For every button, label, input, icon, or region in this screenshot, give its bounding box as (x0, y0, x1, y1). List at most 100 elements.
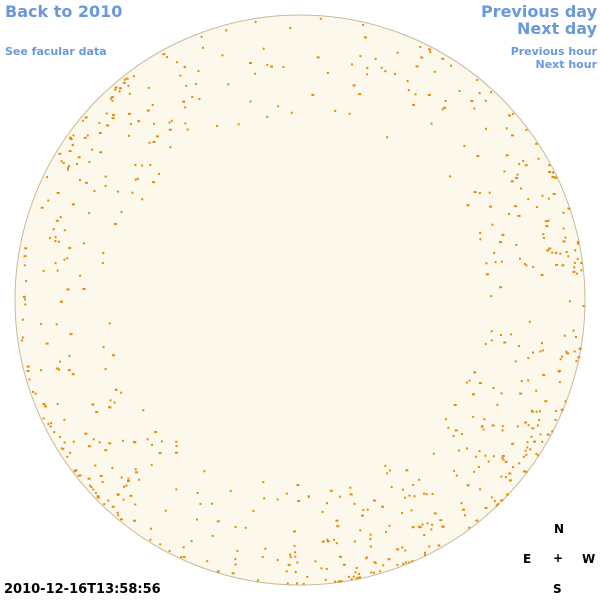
facula (179, 74, 182, 77)
facula (261, 556, 264, 558)
facula (262, 481, 265, 484)
facula (326, 502, 328, 505)
facula (567, 255, 570, 258)
facula (216, 570, 220, 573)
facula (500, 392, 503, 395)
facula (432, 452, 435, 455)
facula (125, 77, 129, 80)
facula (542, 233, 545, 236)
facula (216, 520, 220, 523)
facula (302, 582, 305, 585)
back-link[interactable]: Back to 2010 (5, 2, 123, 21)
facula (229, 489, 232, 492)
facula (428, 545, 431, 548)
facula (79, 179, 81, 181)
facula (539, 433, 542, 436)
facula (418, 478, 421, 481)
facula (294, 555, 297, 558)
facula (59, 436, 61, 438)
facula (535, 410, 538, 413)
facula (535, 142, 538, 145)
facula (487, 460, 490, 463)
facula (67, 166, 70, 169)
next-hour-link[interactable]: Next hour (535, 58, 598, 71)
facula (557, 370, 561, 372)
facula (547, 197, 550, 200)
facula (503, 170, 506, 173)
facula (316, 56, 320, 59)
facular-link[interactable]: See facular data (5, 45, 107, 58)
facula (353, 540, 356, 543)
facula (473, 107, 476, 110)
facula (69, 333, 73, 336)
facula (373, 571, 375, 574)
facula (236, 549, 239, 552)
facula (77, 156, 81, 159)
facula (424, 553, 427, 556)
previous-day-link[interactable]: Previous day (480, 2, 597, 21)
facula (113, 223, 117, 225)
facula (542, 373, 546, 376)
facula (524, 164, 528, 167)
facula (527, 424, 530, 427)
facula (490, 295, 493, 298)
facula (105, 112, 108, 115)
facula (526, 441, 529, 444)
facula (501, 455, 505, 457)
facula (396, 564, 399, 566)
facula (40, 369, 43, 372)
facula (433, 512, 437, 515)
facula (492, 455, 495, 458)
facula (249, 62, 252, 64)
facula (354, 571, 357, 574)
facula (87, 445, 91, 448)
facula (339, 580, 343, 583)
facula (87, 477, 91, 480)
facula (72, 440, 75, 443)
facula (75, 469, 78, 472)
facula (412, 103, 416, 106)
facula (42, 403, 46, 406)
facula (551, 430, 554, 433)
facula (210, 502, 213, 505)
facula (388, 524, 391, 527)
facula (203, 470, 206, 473)
facula (353, 502, 356, 505)
facula (134, 178, 137, 181)
facula (184, 122, 187, 125)
facula (166, 56, 168, 59)
facula (441, 108, 444, 111)
facula (123, 485, 126, 488)
facula (352, 575, 355, 578)
facula (202, 46, 204, 49)
facula (108, 406, 111, 408)
facula (369, 538, 372, 541)
facula (324, 578, 327, 581)
facula (122, 81, 126, 84)
facula (336, 525, 340, 528)
facula (125, 484, 128, 487)
facula (573, 266, 576, 269)
facula (117, 494, 120, 497)
facula (490, 496, 493, 499)
facula (42, 417, 45, 420)
facula (437, 544, 441, 547)
facula (501, 425, 504, 428)
facula (152, 181, 156, 184)
facula (532, 265, 535, 268)
facula (425, 493, 428, 496)
next-day-link[interactable]: Next day (517, 19, 597, 38)
facula (120, 476, 123, 479)
compass-center: + (553, 551, 564, 565)
facula (404, 496, 407, 499)
previous-hour-link[interactable]: Previous hour (510, 45, 597, 58)
facula (21, 336, 24, 339)
facula (28, 378, 31, 381)
facula (462, 508, 465, 511)
facula (116, 511, 119, 514)
facula (90, 486, 93, 488)
facula (515, 177, 519, 179)
facula (355, 566, 358, 569)
facula (119, 518, 123, 521)
facula (221, 54, 224, 57)
